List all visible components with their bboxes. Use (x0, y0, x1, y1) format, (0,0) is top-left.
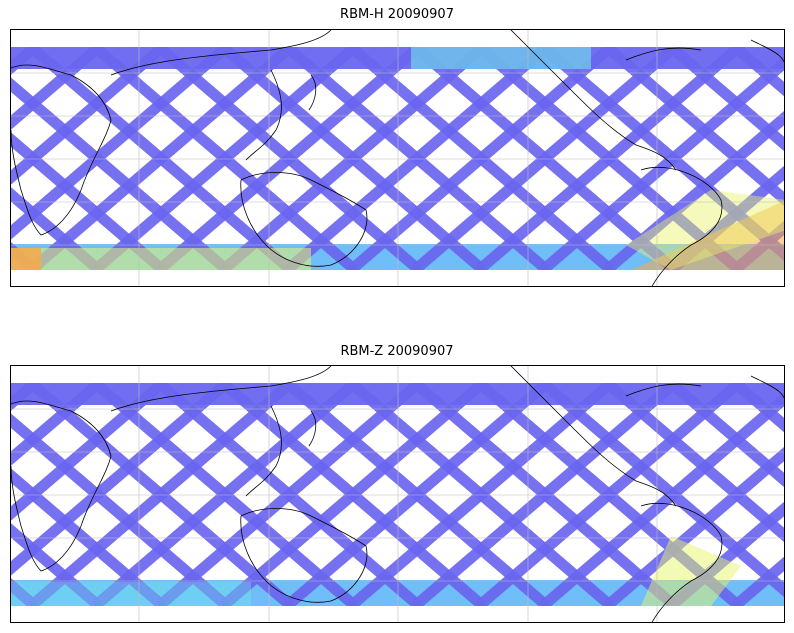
panel-title-rbm-h: RBM-H 20090907 (340, 7, 454, 22)
coastline-path (110, 366, 332, 497)
swath-ascending (11, 47, 167, 185)
coastline-path (11, 64, 112, 236)
coastline-path (510, 366, 677, 507)
swath-ascending (91, 383, 359, 606)
swath-ascending (11, 383, 231, 576)
swath-ascending (347, 383, 615, 606)
coastline-path (308, 410, 317, 447)
swath-descending (11, 523, 103, 606)
graticule (11, 366, 784, 622)
swath-ascending (411, 47, 679, 270)
map-svg-rbm-z (11, 366, 784, 622)
swath-ascending (539, 56, 784, 270)
coastline-path (240, 172, 368, 267)
swath-descending (11, 187, 103, 270)
swath-ascending (219, 383, 487, 606)
coastline-path (240, 508, 368, 603)
swath-ascending (475, 383, 743, 606)
swath-layer (11, 47, 784, 270)
graticule (11, 30, 784, 286)
swath-ascending (539, 392, 784, 606)
high-value-patch (11, 248, 311, 270)
map-panel-rbm-h (10, 29, 785, 287)
swath-ascending (11, 383, 103, 466)
coastlines (11, 30, 784, 286)
coastline-path (625, 375, 784, 399)
swath-descending (667, 383, 784, 488)
panel-title-rbm-z: RBM-Z 20090907 (340, 344, 454, 359)
high-value-patch (631, 200, 784, 270)
coastline-path (110, 30, 332, 161)
swath-descending (731, 383, 784, 433)
swath-ascending (731, 556, 784, 606)
coastline-path (11, 400, 112, 572)
swath-ascending (219, 47, 487, 270)
swath-ascending (283, 383, 551, 606)
swath-ascending (27, 383, 295, 606)
swath-ascending (27, 47, 295, 270)
coastline-path (308, 74, 317, 111)
high-value-patch (641, 536, 741, 606)
high-value-patch (11, 248, 41, 270)
coastlines (11, 366, 784, 622)
swath-descending (667, 47, 784, 152)
swath-ascending (283, 47, 551, 270)
high-value-patch (411, 47, 591, 69)
map-panel-rbm-z (10, 365, 785, 623)
swath-layer (11, 383, 784, 606)
swath-ascending (603, 110, 784, 270)
high-value-patch (626, 190, 784, 270)
map-svg-rbm-h (11, 30, 784, 286)
coastline-path (510, 30, 677, 171)
swath-ascending (11, 47, 231, 240)
swath-ascending (155, 383, 423, 606)
swath-ascending (11, 47, 103, 130)
swath-ascending (411, 383, 679, 606)
swath-ascending (347, 47, 615, 270)
swath-ascending (155, 47, 423, 270)
swath-ascending (11, 383, 167, 521)
swath-descending (731, 47, 784, 97)
high-value-patch (11, 582, 251, 606)
swath-ascending (603, 446, 784, 606)
swath-ascending (91, 47, 359, 270)
coastline-path (640, 166, 723, 286)
coastline-path (640, 502, 723, 622)
coastline-path (625, 39, 784, 63)
swath-ascending (475, 47, 743, 270)
